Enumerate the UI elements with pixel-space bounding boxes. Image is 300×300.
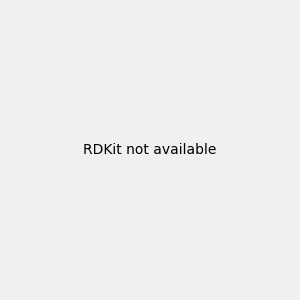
Text: RDKit not available: RDKit not available: [83, 143, 217, 157]
